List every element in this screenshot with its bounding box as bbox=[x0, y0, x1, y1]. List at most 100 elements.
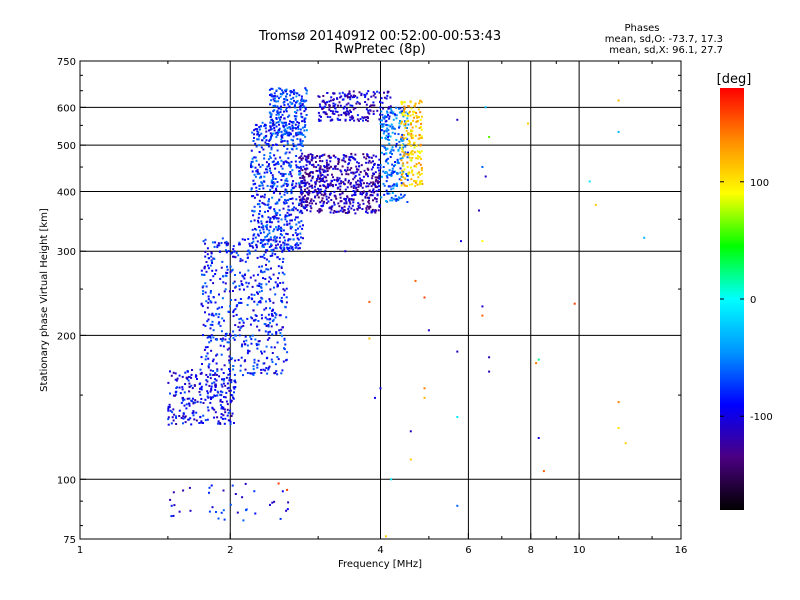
data-point bbox=[266, 228, 269, 231]
data-point bbox=[299, 108, 302, 111]
data-point bbox=[195, 419, 198, 422]
data-point bbox=[356, 207, 359, 210]
data-point bbox=[182, 415, 185, 418]
data-point bbox=[318, 208, 321, 211]
data-point bbox=[250, 163, 253, 166]
data-point bbox=[359, 193, 362, 195]
data-point bbox=[266, 165, 269, 168]
data-point bbox=[328, 206, 331, 209]
data-point bbox=[245, 509, 247, 512]
data-point bbox=[308, 171, 311, 174]
data-point bbox=[319, 159, 321, 162]
data-point bbox=[338, 92, 341, 95]
data-point bbox=[282, 288, 285, 291]
data-point bbox=[221, 378, 223, 381]
data-point bbox=[407, 153, 409, 156]
data-point bbox=[332, 176, 334, 179]
data-point bbox=[271, 196, 274, 199]
data-point bbox=[264, 127, 267, 130]
data-point bbox=[349, 98, 352, 101]
data-point bbox=[344, 160, 347, 163]
data-point bbox=[401, 112, 404, 115]
data-point bbox=[404, 137, 407, 139]
data-point bbox=[204, 250, 207, 253]
data-point bbox=[402, 146, 405, 149]
data-point bbox=[418, 150, 421, 153]
data-point bbox=[280, 265, 283, 268]
data-point bbox=[338, 182, 341, 185]
data-point bbox=[210, 255, 213, 258]
data-point bbox=[332, 102, 335, 105]
data-point bbox=[186, 378, 189, 380]
data-point bbox=[223, 408, 226, 411]
data-point bbox=[309, 200, 312, 202]
data-point bbox=[195, 411, 198, 414]
data-point bbox=[334, 103, 337, 106]
data-point bbox=[252, 237, 255, 240]
data-point bbox=[221, 401, 224, 403]
data-point bbox=[200, 356, 203, 359]
data-point bbox=[287, 238, 290, 241]
data-point bbox=[267, 129, 270, 132]
data-point bbox=[241, 259, 244, 262]
data-point bbox=[288, 222, 291, 225]
data-point bbox=[420, 122, 423, 125]
data-point bbox=[273, 129, 276, 132]
data-point bbox=[304, 171, 307, 174]
data-point bbox=[357, 162, 360, 165]
data-point bbox=[343, 202, 346, 205]
data-point bbox=[238, 329, 241, 332]
data-point bbox=[256, 193, 259, 196]
data-point bbox=[208, 510, 211, 513]
data-point bbox=[205, 383, 208, 386]
data-point bbox=[349, 202, 352, 205]
data-point bbox=[418, 152, 421, 154]
data-point bbox=[203, 265, 206, 268]
data-point bbox=[275, 136, 278, 138]
data-point bbox=[299, 187, 302, 190]
data-point bbox=[172, 491, 175, 494]
data-point bbox=[272, 181, 275, 184]
data-point bbox=[293, 206, 296, 209]
data-point bbox=[214, 372, 217, 375]
data-point bbox=[387, 173, 389, 176]
data-point bbox=[301, 199, 304, 202]
y-tick-label: 600 bbox=[57, 103, 76, 114]
data-point bbox=[332, 167, 335, 170]
data-point bbox=[293, 92, 295, 95]
data-point bbox=[305, 92, 308, 95]
data-point bbox=[172, 408, 175, 411]
data-point bbox=[305, 114, 308, 116]
data-point bbox=[270, 179, 273, 182]
data-point bbox=[303, 206, 306, 209]
data-point bbox=[222, 406, 225, 409]
data-point bbox=[399, 120, 401, 122]
data-point bbox=[269, 307, 271, 310]
data-point bbox=[265, 357, 268, 360]
data-point bbox=[420, 172, 423, 175]
data-point bbox=[179, 392, 182, 395]
data-point bbox=[305, 99, 308, 102]
data-point bbox=[222, 275, 225, 278]
data-point bbox=[267, 313, 270, 316]
data-point bbox=[278, 198, 281, 201]
data-point bbox=[253, 137, 255, 139]
data-point bbox=[307, 173, 309, 176]
data-point bbox=[395, 198, 398, 201]
data-point bbox=[365, 157, 368, 160]
data-point bbox=[300, 185, 303, 188]
data-point bbox=[206, 336, 209, 339]
data-point bbox=[322, 202, 325, 205]
data-point bbox=[364, 116, 366, 119]
data-point bbox=[297, 238, 300, 241]
data-point bbox=[409, 114, 412, 117]
data-point bbox=[239, 260, 242, 263]
data-point bbox=[321, 106, 323, 109]
data-point bbox=[280, 179, 283, 181]
data-point bbox=[175, 423, 178, 425]
data-point bbox=[281, 113, 284, 116]
data-point bbox=[311, 171, 314, 174]
data-point bbox=[261, 255, 264, 258]
data-point bbox=[340, 113, 343, 116]
data-point bbox=[415, 125, 418, 128]
